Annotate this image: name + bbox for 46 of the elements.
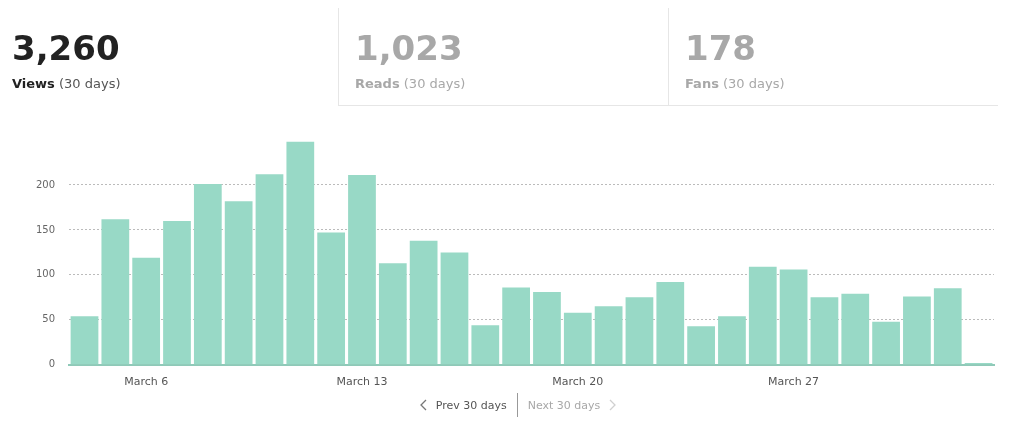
text: Prev 30 days [435,398,507,412]
bar [594,306,623,365]
x-tick-label: March 27 [768,375,820,389]
bar [409,240,438,365]
text: Fans (30 days) [685,76,785,91]
x-tick-label: March 6 [124,375,169,389]
bar [317,232,346,365]
bar [810,297,839,365]
bar [903,296,931,365]
y-tick-label: 0 [48,358,56,370]
y-tick-label: 50 [42,313,56,325]
bar [533,291,561,365]
bar [779,269,808,365]
y-tick-label: 150 [35,223,56,235]
bar [132,257,161,365]
bar [933,288,962,365]
text: Views (30 days) [12,76,121,91]
bar [378,263,407,365]
bar [286,141,315,365]
bar [70,316,99,365]
bar [224,201,253,365]
text: 3,260 [12,28,121,68]
bar [687,326,715,365]
bar [563,312,592,365]
bar [502,287,530,365]
text: 178 [685,28,757,68]
bar [718,316,746,365]
bar [748,266,777,365]
bar [101,219,130,365]
text: 1,023 [355,28,464,68]
x-tick-label: March 20 [552,375,604,389]
bar [348,175,376,365]
x-tick-label: March 13 [336,375,388,389]
bar [163,220,191,365]
y-tick-label: 100 [35,268,56,280]
bar [872,321,900,365]
bar [471,325,500,365]
bar [841,293,870,365]
bar [440,252,469,365]
bar [656,282,685,365]
y-tick-label: 200 [35,178,56,190]
bar [193,184,222,365]
bar [625,297,654,365]
text: Reads (30 days) [355,76,466,91]
bar [255,174,284,365]
text: Next 30 days [527,398,601,412]
